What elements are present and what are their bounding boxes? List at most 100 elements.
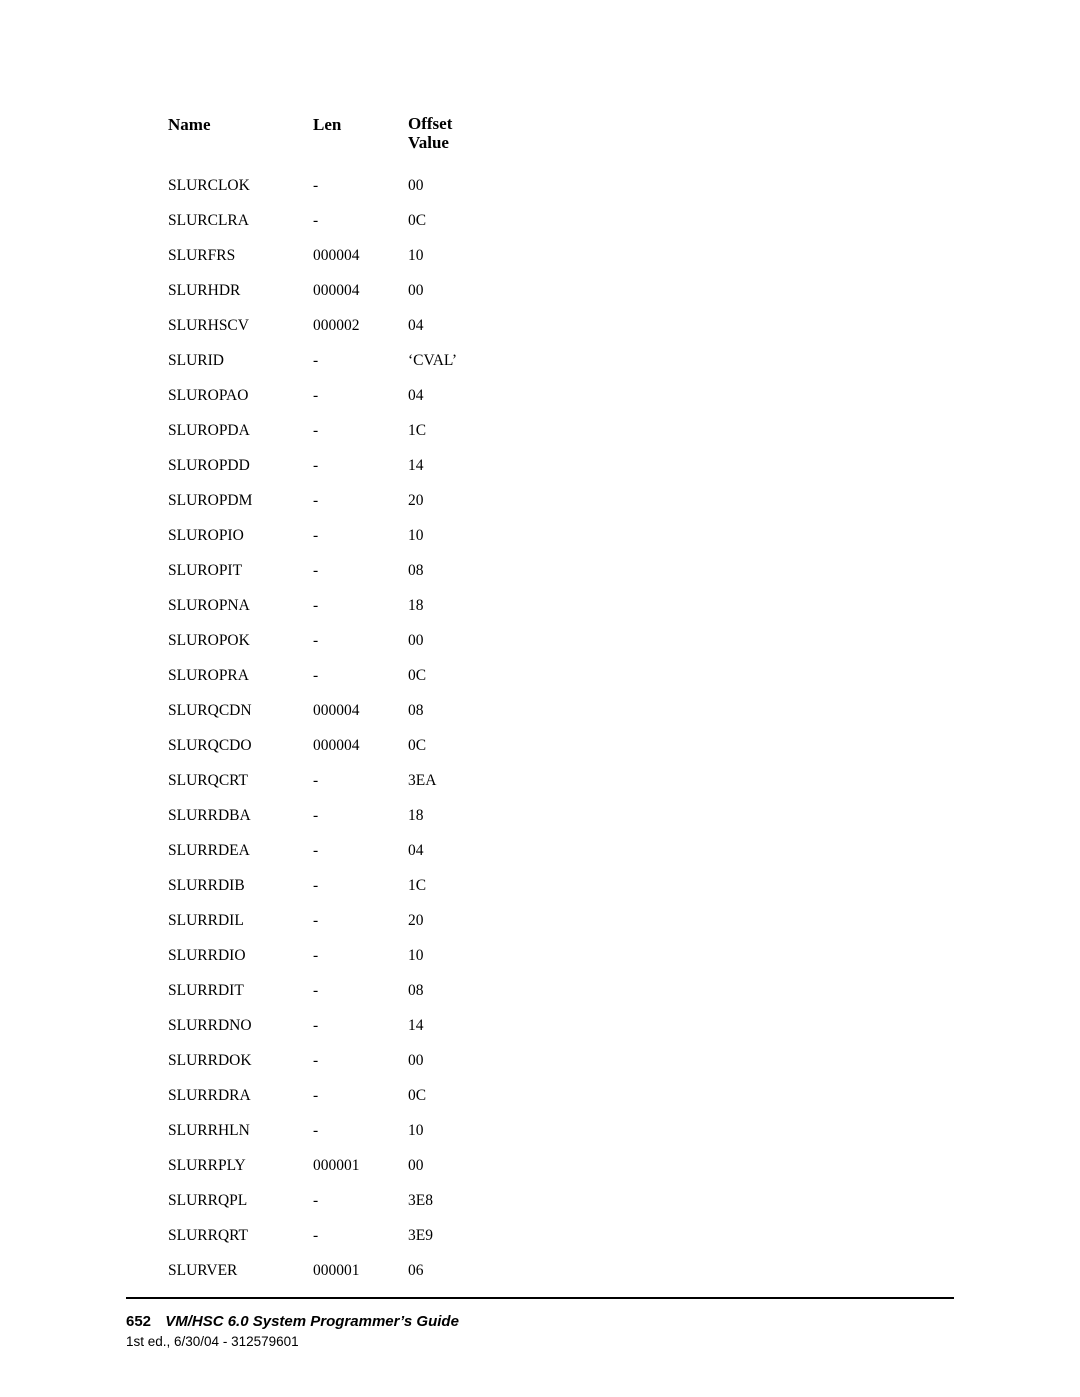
cell-offset: 10 [408,947,478,965]
cell-name: SLUROPIO [168,527,313,545]
table-row: SLUROPRA-0C [168,658,478,693]
cell-offset: 08 [408,562,478,580]
page: Name Len OffsetValue SLURCLOK-00SLURCLRA… [0,0,1080,1397]
cell-offset: 00 [408,1157,478,1175]
cell-offset: 08 [408,982,478,1000]
cell-offset: 3EA [408,772,478,790]
cell-len: 000004 [313,702,408,720]
table-row: SLUROPIT-08 [168,553,478,588]
cell-len: - [313,457,408,475]
cell-name: SLURQCDO [168,737,313,755]
cell-offset: ‘CVAL’ [408,352,478,370]
cell-name: SLURFRS [168,247,313,265]
cell-len: 000002 [313,317,408,335]
cell-len: - [313,1087,408,1105]
cell-name: SLURRDIT [168,982,313,1000]
cell-name: SLURHDR [168,282,313,300]
cell-name: SLURRQRT [168,1227,313,1245]
table-row: SLURVER00000106 [168,1253,478,1288]
cell-name: SLUROPDD [168,457,313,475]
cell-offset: 00 [408,282,478,300]
table-row: SLURRDBA-18 [168,798,478,833]
table-row: SLURRDIO-10 [168,938,478,973]
cell-offset: 04 [408,842,478,860]
cell-name: SLURVER [168,1262,313,1280]
cell-len: - [313,492,408,510]
cell-offset: 18 [408,597,478,615]
table-row: SLUROPDM-20 [168,483,478,518]
footer-rule [126,1297,954,1299]
page-number: 652 [126,1313,151,1330]
cell-offset: 20 [408,912,478,930]
table-row: SLURRDNO-14 [168,1008,478,1043]
table-row: SLUROPAO-04 [168,378,478,413]
cell-len: - [313,877,408,895]
cell-name: SLUROPRA [168,667,313,685]
cell-len: - [313,352,408,370]
cell-len: 000001 [313,1157,408,1175]
table-row: SLURFRS00000410 [168,238,478,273]
cell-offset: 10 [408,527,478,545]
cell-len: 000004 [313,737,408,755]
cell-len: - [313,562,408,580]
table-row: SLURRDRA-0C [168,1078,478,1113]
cell-name: SLURRPLY [168,1157,313,1175]
cell-len: - [313,177,408,195]
cell-len: - [313,422,408,440]
cell-offset: 14 [408,457,478,475]
cell-name: SLUROPOK [168,632,313,650]
cell-name: SLURCLOK [168,177,313,195]
cell-len: 000001 [313,1262,408,1280]
table-row: SLURRDIL-20 [168,903,478,938]
cell-offset: 0C [408,212,478,230]
cell-offset: 1C [408,422,478,440]
cell-offset: 1C [408,877,478,895]
page-footer: 652 VM/HSC 6.0 System Programmer’s Guide… [126,1313,459,1349]
cell-name: SLURRDIL [168,912,313,930]
cell-len: - [313,1122,408,1140]
cell-len: - [313,527,408,545]
table-header-row: Name Len OffsetValue [168,115,478,168]
cell-offset: 10 [408,247,478,265]
cell-len: - [313,387,408,405]
cell-name: SLURID [168,352,313,370]
cell-name: SLURRHLN [168,1122,313,1140]
cell-len: - [313,772,408,790]
cell-name: SLURRQPL [168,1192,313,1210]
header-offset: OffsetValue [408,115,478,152]
table-row: SLURQCRT-3EA [168,763,478,798]
cell-name: SLURRDIO [168,947,313,965]
table-row: SLURHSCV00000204 [168,308,478,343]
cell-len: - [313,1192,408,1210]
header-len: Len [313,115,408,152]
cell-len: - [313,1052,408,1070]
footer-edition: 1st ed., 6/30/04 - 312579601 [126,1334,459,1349]
table-row: SLURCLRA-0C [168,203,478,238]
header-name: Name [168,115,313,152]
table-body: SLURCLOK-00SLURCLRA-0CSLURFRS00000410SLU… [168,168,478,1288]
cell-offset: 3E8 [408,1192,478,1210]
cell-offset: 08 [408,702,478,720]
cell-name: SLURRDRA [168,1087,313,1105]
cell-name: SLURQCDN [168,702,313,720]
cell-name: SLURRDEA [168,842,313,860]
table-row: SLURRDIB-1C [168,868,478,903]
doc-title: VM/HSC 6.0 System Programmer’s Guide [165,1313,459,1330]
table-row: SLURRQPL-3E8 [168,1183,478,1218]
cell-len: - [313,807,408,825]
cell-name: SLUROPIT [168,562,313,580]
cell-len: - [313,912,408,930]
cell-offset: 0C [408,667,478,685]
table-row: SLURQCDO0000040C [168,728,478,763]
cell-len: - [313,1017,408,1035]
table-row: SLUROPNA-18 [168,588,478,623]
table-row: SLURRDEA-04 [168,833,478,868]
table-row: SLUROPOK-00 [168,623,478,658]
cell-len: 000004 [313,247,408,265]
table-row: SLURCLOK-00 [168,168,478,203]
cell-len: - [313,597,408,615]
cell-len: - [313,632,408,650]
cell-offset: 00 [408,177,478,195]
cell-len: - [313,667,408,685]
cell-offset: 3E9 [408,1227,478,1245]
